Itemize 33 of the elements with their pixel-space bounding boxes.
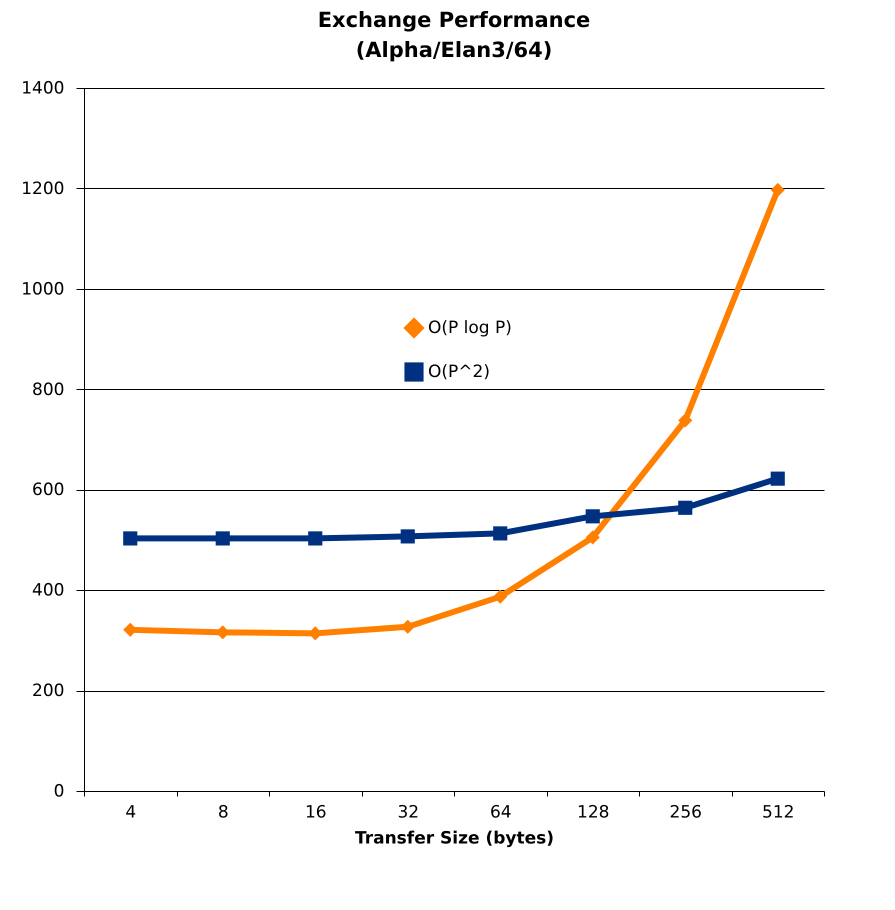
point — [678, 500, 692, 515]
x-tick-label: 128 — [577, 802, 610, 822]
text: Exchange Performance — [318, 8, 590, 32]
x-tick-label: 256 — [670, 802, 702, 822]
y-tick-label: 0 — [54, 782, 64, 802]
y-tick-label: 600 — [32, 480, 64, 500]
point — [493, 590, 508, 604]
point — [400, 529, 415, 544]
point — [216, 531, 230, 546]
y-tick-label: 400 — [32, 580, 64, 601]
point — [770, 472, 785, 486]
x-tick-label: 8 — [218, 802, 229, 822]
point — [123, 531, 138, 546]
y-tick-label: 200 — [32, 681, 64, 702]
point — [493, 526, 508, 540]
point — [308, 531, 322, 546]
point — [586, 509, 600, 524]
x-tick-label: 64 — [490, 802, 512, 822]
y-tick-label: 800 — [32, 380, 64, 400]
text: (Alpha/Elan3/64) — [356, 38, 552, 62]
legend-label: O(P^2) — [428, 362, 490, 382]
point — [770, 182, 785, 198]
y-tick-label: 1400 — [21, 78, 64, 98]
x-axis-title: Transfer Size (bytes) — [354, 828, 554, 848]
point — [586, 530, 600, 544]
x-tick-label: 16 — [304, 802, 327, 822]
legend-label: O(P log P) — [428, 318, 512, 338]
x-tick-label: 32 — [397, 802, 420, 822]
x-tick-label: 512 — [762, 802, 794, 822]
x-tick-label: 4 — [125, 802, 136, 822]
point — [678, 413, 692, 428]
y-tick-label: 1200 — [21, 178, 64, 199]
y-tick-label: 1000 — [21, 279, 64, 300]
